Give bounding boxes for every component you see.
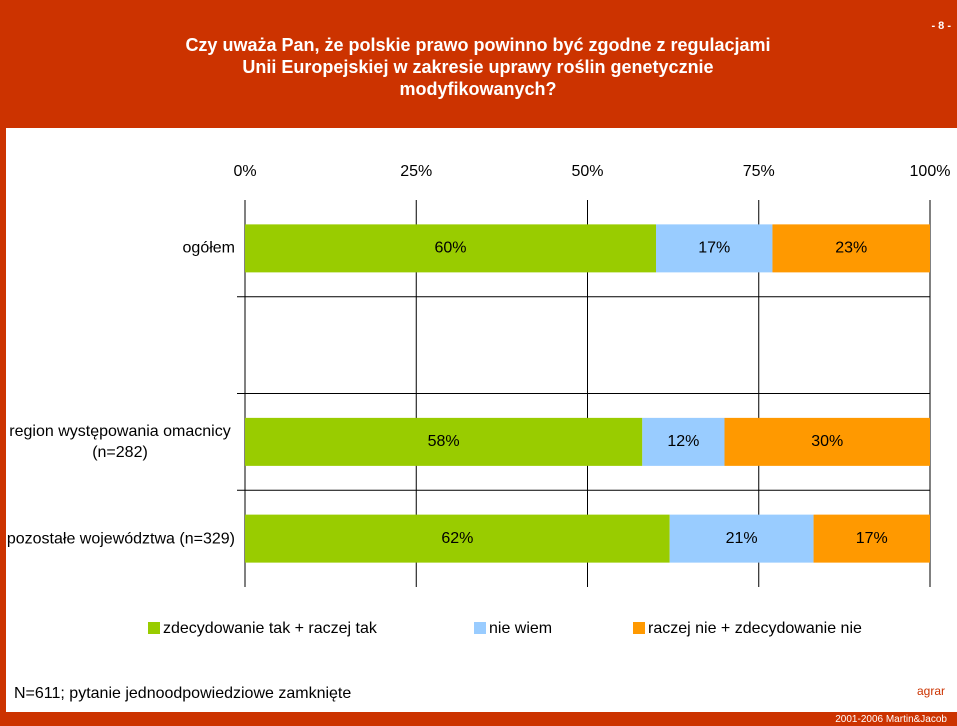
data-label: 23% [835, 240, 867, 257]
copyright: 2001-2006 Martin&Jacob [835, 714, 947, 726]
data-label: 12% [667, 433, 699, 450]
bar-segment [813, 514, 930, 563]
data-label: 58% [428, 433, 460, 450]
category-text: ogółem [182, 239, 235, 257]
category-text: region występowania omacnicy (n=282) [9, 422, 231, 461]
data-label: 60% [434, 240, 466, 257]
legend-label: nie wiem [489, 620, 552, 637]
x-tick-label: 75% [743, 163, 775, 180]
x-tick-label: 100% [910, 163, 951, 180]
bar-segment [669, 514, 814, 563]
legend-label: raczej nie + zdecydowanie nie [648, 620, 862, 637]
bar-segment [245, 224, 656, 273]
footnote: N=611; pytanie jednoodpowiedziowe zamkni… [14, 685, 352, 702]
category-text: pozostałe województwa (n=329) [6, 530, 235, 548]
bar-segment [772, 224, 930, 273]
category-label: region występowania omacnicy (n=282) [5, 421, 235, 463]
bar-segment [642, 417, 725, 466]
legend-swatch [474, 622, 486, 634]
legend-swatch [148, 622, 160, 634]
x-tick-label: 25% [400, 163, 432, 180]
bar-segment [656, 224, 773, 273]
data-label: 17% [856, 530, 888, 547]
brand: agrar [916, 684, 945, 698]
footer-band [0, 712, 957, 726]
data-label: 62% [441, 530, 473, 547]
legend-label: zdecydowanie tak + raczej tak [163, 620, 378, 637]
x-tick-label: 0% [233, 163, 256, 180]
category-label: ogółem [5, 238, 235, 259]
data-label: 30% [811, 433, 843, 450]
page-number: - 8 - [931, 20, 951, 32]
legend-swatch [633, 622, 645, 634]
left-border [0, 128, 6, 712]
slide-title: Czy uważa Pan, że polskie prawo powinno … [185, 35, 771, 99]
bar-segment [245, 417, 643, 466]
bar-segment [724, 417, 930, 466]
data-label: 17% [698, 240, 730, 257]
bar-segment [245, 514, 670, 563]
x-tick-label: 50% [571, 163, 603, 180]
header-band [0, 0, 957, 128]
category-label: pozostałe województwa (n=329) [5, 528, 235, 549]
data-label: 21% [726, 530, 758, 547]
